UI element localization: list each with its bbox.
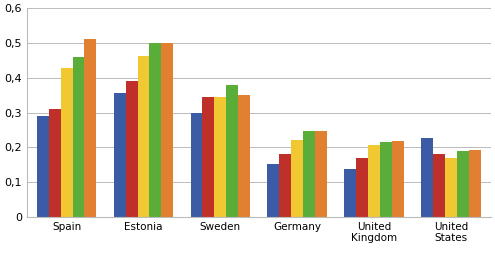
Bar (238, 95, 250, 217)
Bar (392, 141, 404, 217)
Bar (421, 138, 433, 217)
Bar (61, 68, 73, 217)
Bar (433, 154, 445, 217)
Bar (161, 43, 173, 217)
Bar (267, 164, 279, 217)
Bar (49, 109, 61, 217)
Bar (85, 39, 97, 217)
Bar (202, 97, 214, 217)
Bar (445, 158, 457, 217)
Bar (191, 113, 202, 217)
Bar (315, 131, 327, 217)
Bar (73, 57, 85, 217)
Bar (469, 150, 481, 217)
Bar (344, 169, 356, 217)
Bar (279, 153, 291, 217)
Bar (291, 140, 303, 217)
Bar (368, 145, 380, 217)
Bar (149, 43, 161, 217)
Bar (303, 131, 315, 217)
Bar (114, 93, 126, 217)
Bar (356, 158, 368, 217)
Bar (138, 56, 149, 217)
Bar (126, 81, 138, 217)
Bar (214, 97, 226, 217)
Bar (380, 142, 392, 217)
Bar (226, 85, 238, 217)
Bar (457, 151, 469, 217)
Bar (37, 116, 49, 217)
